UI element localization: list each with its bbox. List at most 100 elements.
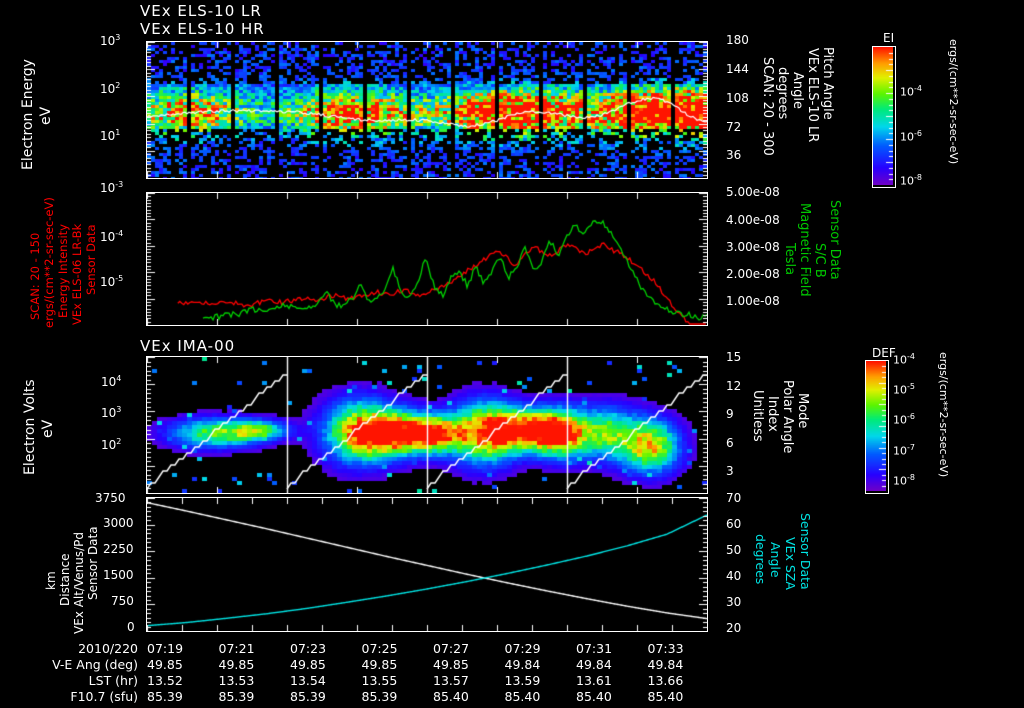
panel4-ytick-0: 3750	[95, 491, 126, 505]
panel2-left-axis-quantity: Energy Intensity	[56, 224, 70, 318]
panel1-ytick-1: 102	[100, 81, 121, 96]
panel3-right-axis-units: Unitless	[750, 390, 765, 442]
panel1-ytick-0: 103	[100, 33, 121, 48]
panel1-colorbar-units: ergs/(cm**2-sr-sec-eV)	[947, 39, 960, 165]
panel4-rtick-2: 50	[726, 543, 742, 557]
table-cell-lst-7: 13.66	[647, 673, 684, 688]
panel4-ytick-5: 0	[127, 620, 135, 634]
panel3-left-axis-units: eV	[40, 419, 56, 438]
panel4-left-axis-units: km	[44, 571, 58, 590]
panel1-right-axis-degrees: degrees	[775, 67, 790, 120]
table-cell-ve_ang-6: 49.84	[576, 657, 612, 672]
table-cell-ve_ang-1: 49.85	[218, 657, 255, 672]
panel3-colorbar	[865, 360, 889, 494]
panel3-rtick-2: 9	[726, 407, 734, 421]
table-cell-f107-6: 85.40	[576, 689, 612, 704]
table-row-label-3: F10.7 (sfu)	[70, 689, 138, 704]
panel3-title: VEx IMA-00	[140, 337, 236, 355]
table-cell-f107-3: 85.39	[361, 689, 398, 704]
table-cell-lst-3: 13.55	[361, 673, 398, 688]
panel3-colorbar-units: ergs/(cm**2-sr-sec-eV)	[937, 352, 950, 478]
panel1-rtick-0: 180	[726, 33, 749, 47]
panel2-rtick-2: 3.00e-08	[726, 240, 780, 254]
panel2-ytick-1: 10-4	[100, 229, 124, 244]
panel1-colorbar-tick-2: 10-8	[900, 173, 922, 188]
panel2-left-axis-scan: SCAN: 20 - 150	[28, 232, 42, 320]
panel3-plot-area[interactable]	[146, 356, 708, 494]
panel1-rtick-4: 36	[726, 148, 742, 162]
panel1-colorbar-title: EI	[883, 31, 895, 45]
panel3-ytick-1: 103	[101, 405, 122, 420]
panel4-right-axis-quantity: Angle	[768, 542, 783, 578]
panel1-left-axis-label: Electron Energy	[20, 59, 36, 170]
panel4-rtick-5: 20	[726, 621, 742, 635]
panel1-title-line2: VEx ELS-10 HR	[140, 20, 265, 38]
panel2-left-axis-instrument: VEx ELS-06 LR-Bk	[70, 223, 84, 325]
panel2-rtick-0: 5.00e-08	[726, 185, 780, 199]
panel3-right-axis-mode: Mode	[795, 393, 810, 429]
table-cell-lst-1: 13.53	[218, 673, 255, 688]
table-cell-f107-5: 85.40	[504, 689, 541, 704]
panel1-rtick-2: 108	[726, 91, 749, 105]
table-cell-lst-5: 13.59	[504, 673, 541, 688]
panel4-rtick-3: 40	[726, 569, 742, 583]
table-cell-time-2: 07:23	[290, 641, 327, 656]
panel4-left-axis-quantity: Distance	[58, 553, 72, 606]
panel1-right-axis-pitch: Pitch Angle	[820, 47, 835, 120]
table-row-label-0: 2010/220	[78, 641, 138, 656]
panel2-rtick-4: 1.00e-08	[726, 294, 780, 308]
panel1-right-axis-angle: Angle	[790, 72, 805, 109]
table-cell-lst-6: 13.61	[576, 673, 612, 688]
table-cell-f107-0: 85.39	[147, 689, 183, 704]
panel2-right-axis-units: Tesla	[782, 243, 797, 276]
panel1-rtick-1: 144	[726, 62, 749, 76]
panel4-right-axis-sensor: Sensor Data	[798, 513, 813, 590]
table-cell-lst-2: 13.54	[290, 673, 326, 688]
panel2-plot-area[interactable]	[146, 192, 708, 326]
panel1-plot-area[interactable]	[146, 41, 708, 179]
panel3-rtick-4: 3	[726, 464, 734, 478]
panel3-rtick-1: 12	[726, 379, 742, 393]
table-cell-ve_ang-7: 49.84	[647, 657, 684, 672]
table-cell-ve_ang-2: 49.85	[290, 657, 326, 672]
panel3-colorbar-tick-4: 10-8	[893, 473, 915, 488]
panel4-right-axis-units: degrees	[753, 534, 768, 585]
panel2-right-axis-sensor: Sensor Data	[827, 200, 842, 280]
panel3-colorbar-tick-3: 10-7	[893, 443, 915, 458]
panel4-left-axis-instrument: VEx Alt/Venus/Pd	[72, 531, 86, 634]
table-cell-lst-4: 13.57	[433, 673, 469, 688]
panel4-rtick-0: 70	[726, 491, 742, 505]
panel2-rtick-3: 2.00e-08	[726, 267, 780, 281]
panel3-colorbar-tick-0: 10-4	[893, 352, 915, 367]
panel1-rtick-3: 72	[726, 120, 742, 134]
table-cell-f107-4: 85.40	[433, 689, 469, 704]
panel2-left-axis-units: ergs/(cm**2-sr-sec-eV)	[42, 197, 56, 328]
panel1-colorbar	[872, 46, 896, 188]
table-cell-time-3: 07:25	[361, 641, 398, 656]
panel1-ytick-2: 101	[100, 128, 121, 143]
panel2-right-axis-source: S/C B	[812, 243, 827, 278]
table-cell-ve_ang-5: 49.84	[504, 657, 541, 672]
panel2-ytick-2: 10-5	[100, 274, 124, 289]
table-cell-time-0: 07:19	[147, 641, 184, 656]
panel4-ytick-4: 750	[111, 594, 134, 608]
panel4-rtick-1: 60	[726, 517, 742, 531]
panel3-rtick-3: 6	[726, 436, 734, 450]
panel3-right-axis-polar: Polar Angle	[780, 380, 795, 454]
panel4-left-axis-sensor: Sensor Data	[86, 526, 100, 600]
panel1-right-axis-scan: SCAN: 20 - 300	[760, 57, 775, 156]
table-cell-lst-0: 13.52	[147, 673, 183, 688]
panel1-title-line1: VEx ELS-10 LR	[140, 2, 262, 20]
panel4-rtick-4: 30	[726, 595, 742, 609]
panel4-right-axis-instrument: VEx SZA	[783, 537, 798, 590]
panel1-colorbar-tick-0: 10-4	[900, 84, 922, 99]
panel3-left-axis-label: Electron Volts	[22, 379, 38, 475]
panel4-ytick-1: 3000	[103, 516, 134, 530]
table-cell-time-6: 07:31	[576, 641, 613, 656]
table-cell-f107-7: 85.40	[647, 689, 684, 704]
panel3-ytick-2: 102	[101, 437, 122, 452]
panel3-ytick-0: 104	[101, 374, 122, 389]
table-cell-time-4: 07:27	[433, 641, 470, 656]
panel4-plot-area[interactable]	[146, 497, 708, 632]
table-cell-ve_ang-3: 49.85	[361, 657, 398, 672]
